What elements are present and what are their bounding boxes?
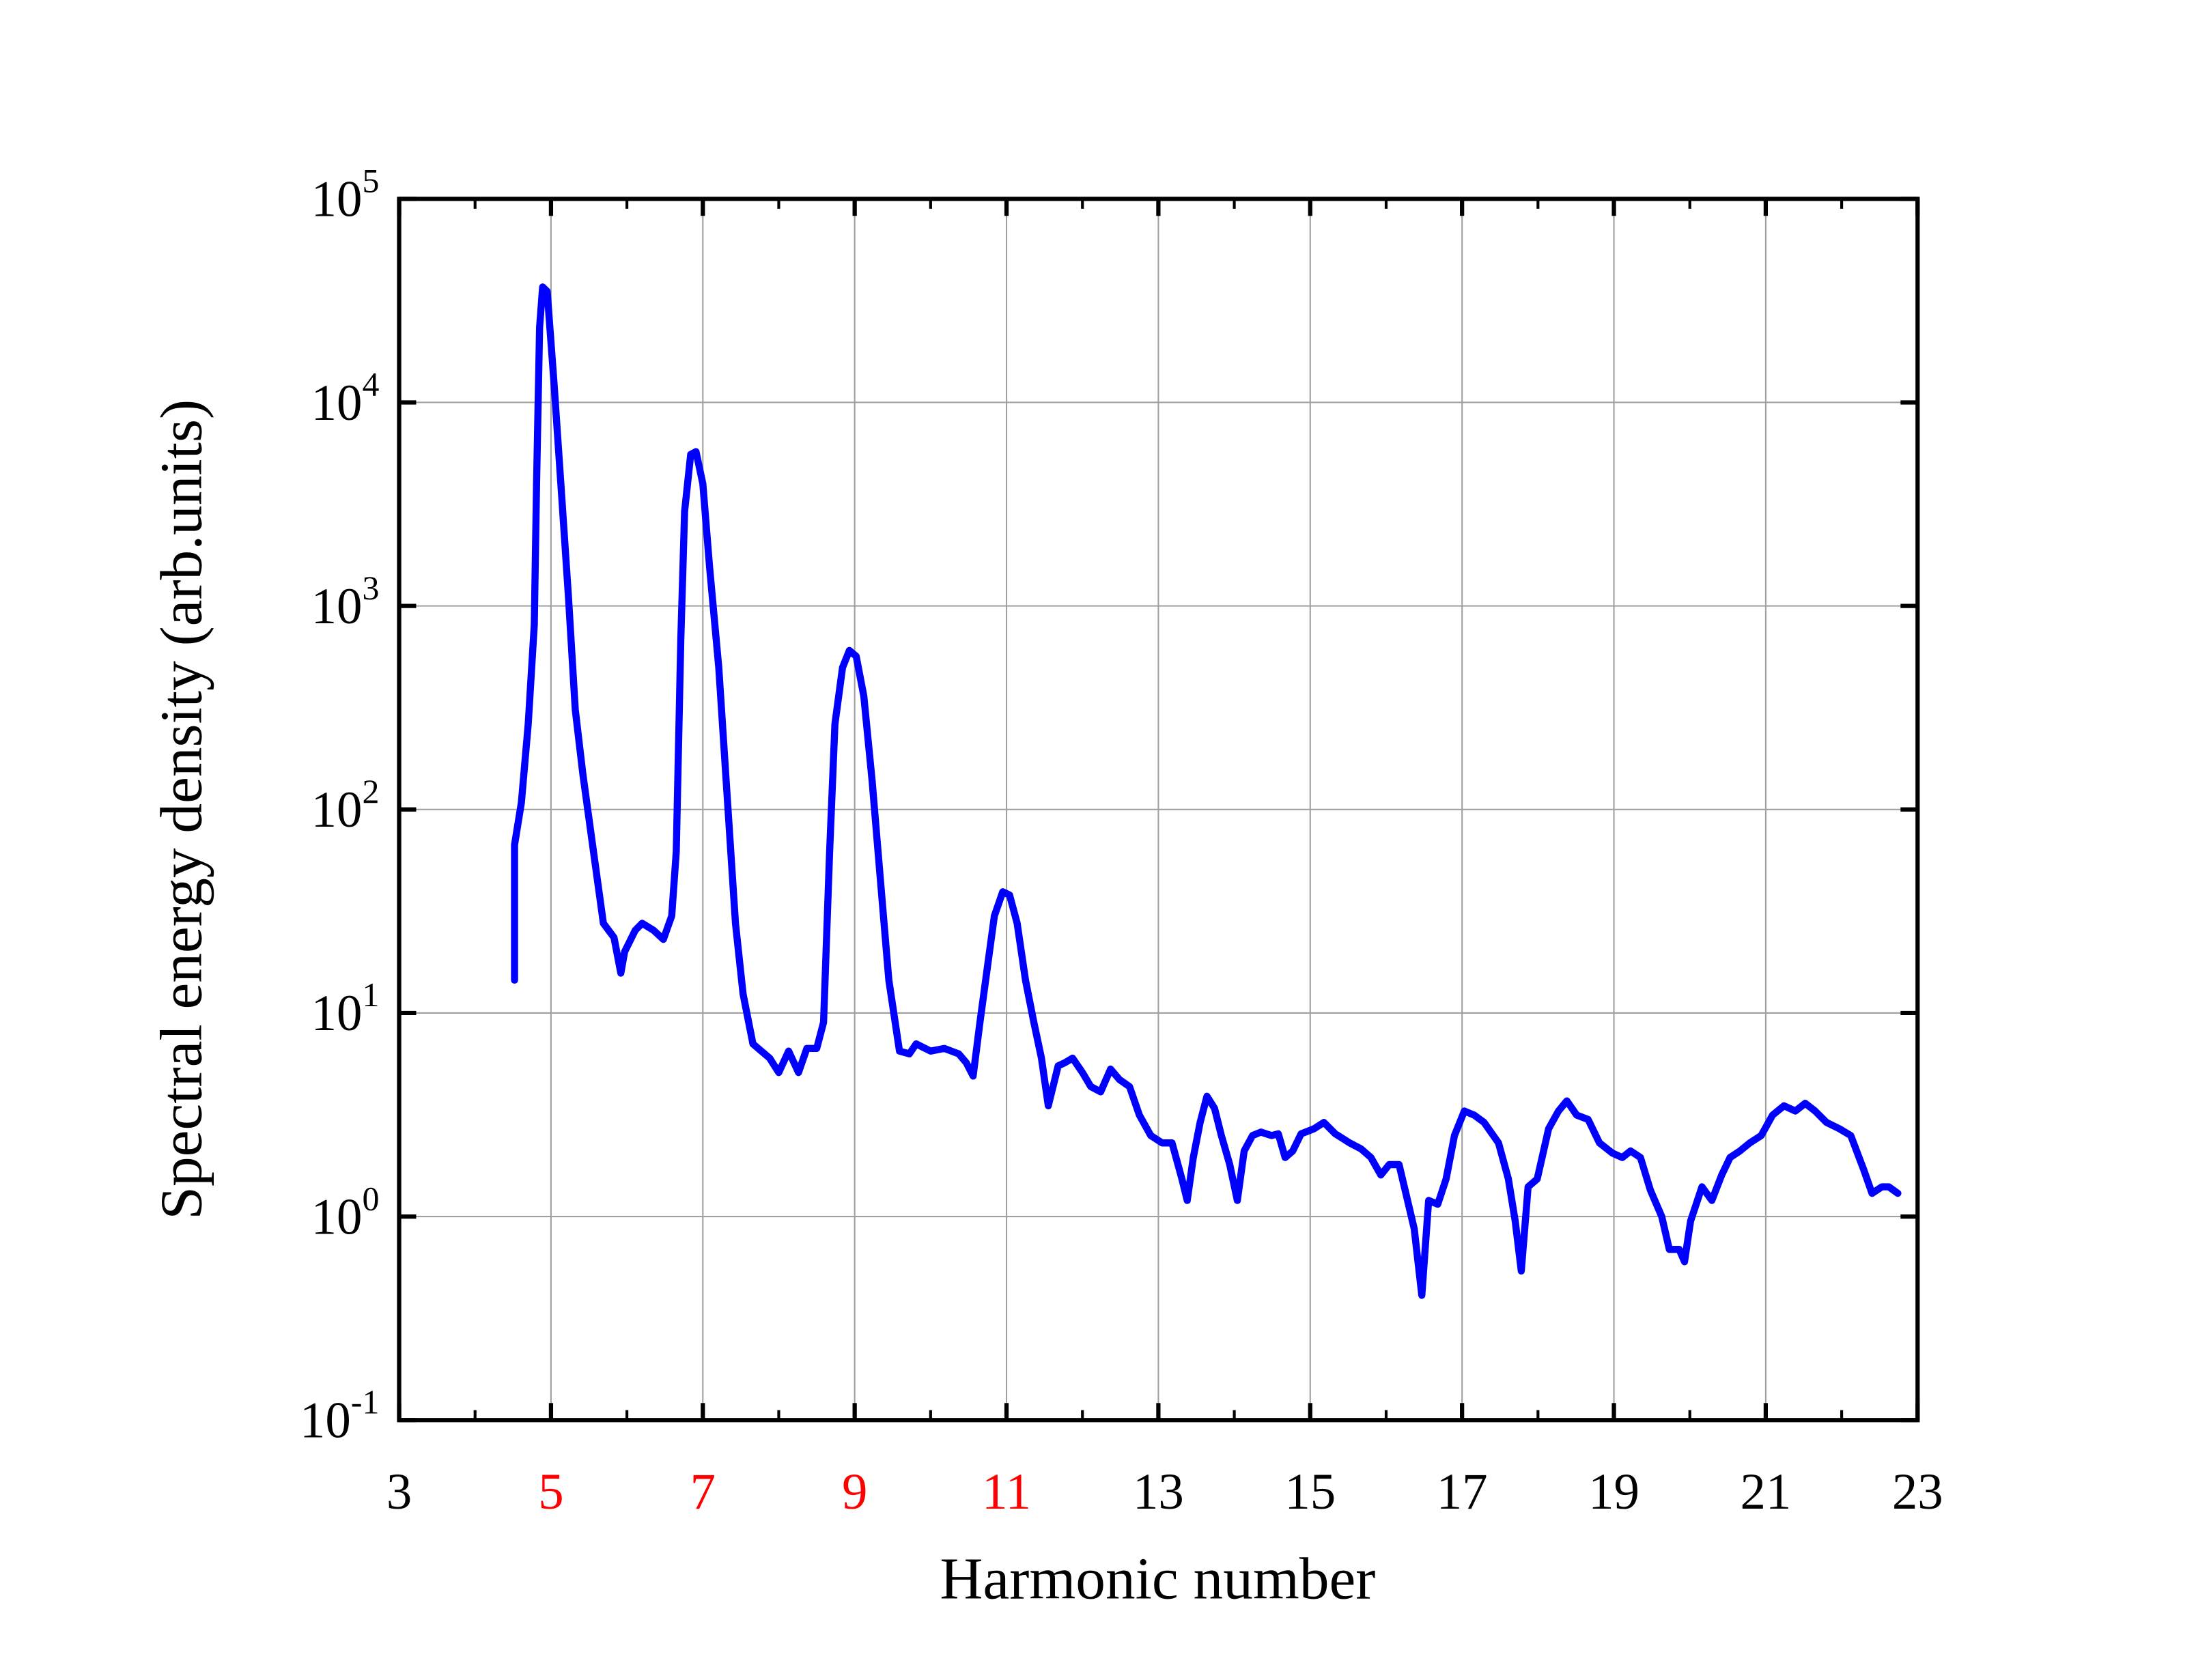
y-tick-exponent: 4: [362, 366, 379, 403]
x-tick-label: 17: [1437, 1464, 1488, 1520]
y-axis-label: Spectral energy density (arb.units): [148, 399, 214, 1220]
y-tick-label: 103: [311, 569, 380, 635]
y-tick-base: 10: [311, 375, 363, 431]
y-tick-exponent: -1: [351, 1384, 380, 1421]
data-line: [511, 283, 1902, 1299]
y-tick-exponent: 3: [362, 569, 379, 607]
x-tick-label: 5: [538, 1464, 563, 1520]
y-tick-base: 10: [311, 985, 363, 1042]
y-tick-label: 104: [311, 366, 380, 431]
y-tick-base: 10: [311, 578, 363, 635]
y-tick-base: 10: [300, 1393, 351, 1449]
y-tick-exponent: 2: [362, 773, 379, 810]
x-tick-label: 7: [690, 1464, 716, 1520]
y-tick-exponent: 5: [362, 162, 379, 200]
y-tick-label: 100: [311, 1180, 380, 1246]
y-tick-label: 105: [311, 162, 380, 228]
x-tick-label: 13: [1133, 1464, 1184, 1520]
y-tick-base: 10: [311, 1189, 363, 1246]
y-tick-label: 10-1: [300, 1384, 379, 1449]
x-tick-label: 21: [1740, 1464, 1791, 1520]
x-tick-label: 11: [982, 1464, 1031, 1520]
y-tick-label: 102: [311, 773, 380, 838]
y-tick-base: 10: [311, 171, 363, 228]
x-tick-label: 3: [386, 1464, 412, 1520]
y-tick-label: 101: [311, 977, 380, 1042]
y-tick-base: 10: [311, 782, 363, 838]
y-tick-exponent: 0: [362, 1180, 379, 1218]
x-tick-label: 19: [1588, 1464, 1639, 1520]
x-axis-label: Harmonic number: [940, 1546, 1375, 1612]
x-tick-label: 23: [1892, 1464, 1943, 1520]
x-tick-label: 9: [842, 1464, 867, 1520]
y-tick-exponent: 1: [362, 977, 379, 1014]
x-tick-label: 15: [1284, 1464, 1336, 1520]
